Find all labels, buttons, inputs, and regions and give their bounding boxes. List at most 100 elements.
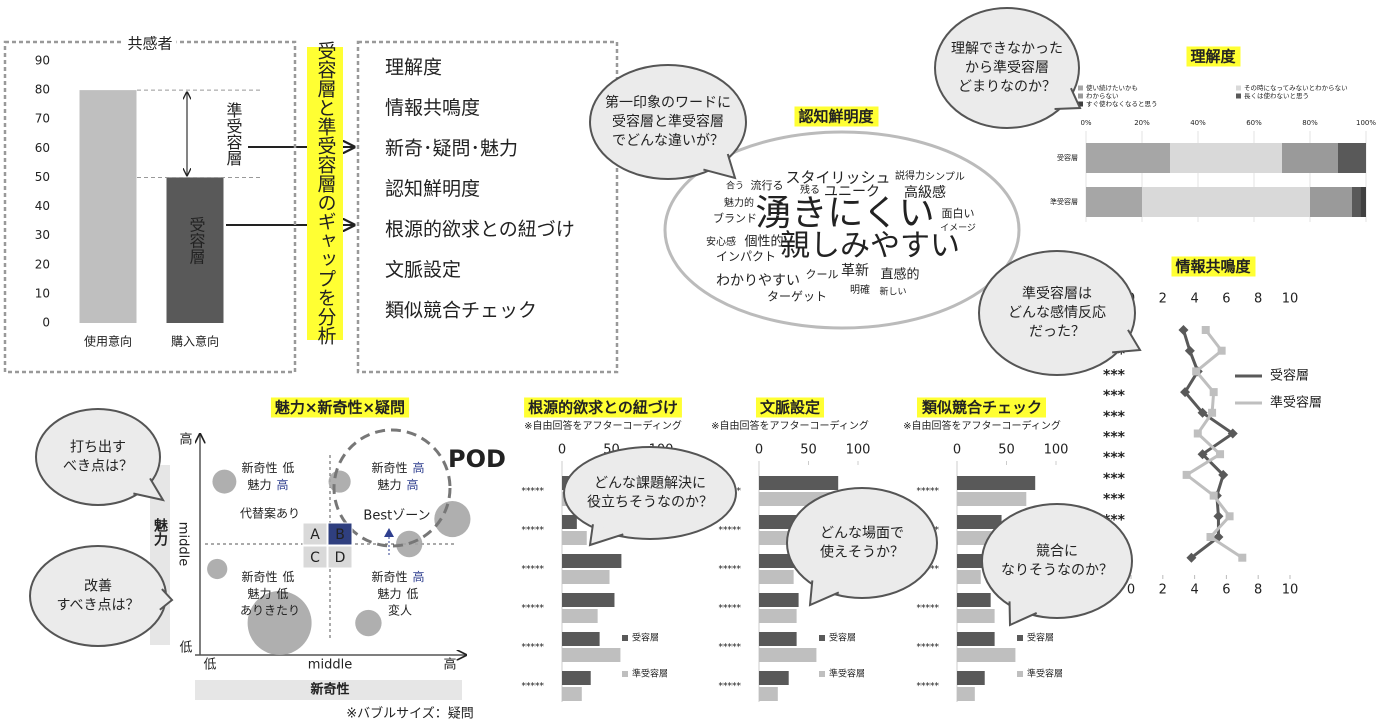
bar [759,632,797,646]
speech-tail [133,477,166,502]
bar-segment [1086,143,1170,173]
point [1209,491,1218,500]
legend-label: 受容層 [1270,368,1309,384]
y-tick-label: ***** [719,526,742,536]
bar [957,476,1036,490]
y-tick-label: ***** [522,682,545,692]
annotation: 準受容層 [224,102,243,166]
bar [562,671,591,685]
speech-text: 第一印象のワードに [605,94,731,111]
point [1209,388,1218,397]
panel-frame [3,40,297,374]
speech-bubble [29,545,167,647]
speech-text: どんな課題解決に [594,476,706,492]
cloud-word: インパクト [716,250,776,264]
x-tick-label: 60% [1246,119,1262,127]
y-tick-label: ***** [917,682,940,692]
subtitle: ※自由回答をアフターコーディング [903,419,1061,432]
quadrant-label: 新奇性低 [241,460,294,475]
point [1213,511,1224,522]
y-tick-label: 10 [35,286,50,300]
y-tick-label: ***** [522,526,545,536]
best-zone-label: Bestゾーン [363,509,430,524]
bar [957,570,981,584]
cloud-word: 説得力 [895,169,925,182]
analysis-list: 理解度情報共鳴度新奇･疑問･魅力認知鮮明度根源的欲求との紐づけ文脈設定類似競合チ… [385,57,575,322]
chart-title: 類似競合チェック [921,399,1042,417]
point [1197,449,1208,460]
y-tick-label: *** [1103,492,1126,508]
x-axis-title: 新奇性 [310,682,349,698]
quadrant-axis: 新奇性 [371,460,407,475]
gap-label: 受容層と準受容層のギャップを分析 [315,41,337,345]
cloud-word: イメージ [940,224,976,234]
x-tick-label: 低 [203,658,216,673]
list-item: 根源的欲求との紐づけ [385,219,575,241]
y-tick-label: ***** [522,604,545,614]
cloud-frame [663,130,1021,330]
bar [957,593,991,607]
legend-swatch [1236,85,1241,91]
legend-label: 受容層 [829,632,856,644]
speech-tail [1112,329,1142,354]
y-tick-label: 70 [35,112,50,126]
bar [957,687,975,701]
list-item: 文脈設定 [385,259,461,281]
cloud-word: 革新 [841,263,869,279]
x-tick-label: 100 [1044,443,1069,458]
bubble [434,500,471,538]
zone [302,545,328,569]
point [1186,552,1197,563]
quadrant-level: 低 [283,461,295,475]
speech-text: 準受容層は [1022,285,1092,302]
cloud-word: ブランド [713,211,757,225]
bar [759,570,794,584]
list-item: 新奇･疑問･魅力 [385,138,518,160]
zone [327,545,353,569]
y-tick-label: 低 [179,641,192,656]
speech-tail [703,153,737,180]
y-tick-label: *** [1103,388,1126,404]
quadrant-axis: 魅力 [247,477,271,492]
bar-segment [1352,187,1361,217]
title-background [123,33,177,54]
best-zone-arrowhead [384,528,394,537]
note: ※バブルサイズ：疑問 [346,706,474,721]
bar [957,632,995,646]
point [1182,470,1191,479]
legend-swatch [819,671,825,677]
x-tick-label: 2 [1159,292,1167,307]
y-tick-label: 50 [35,170,50,184]
speech-bubble [934,7,1080,129]
y-tick-label: 40 [35,199,50,213]
chart-title: 文脈設定 [760,399,820,417]
x-tick-label: 80% [1302,119,1318,127]
y-tick-label: *** [1103,450,1126,466]
legend-swatch [1017,635,1023,641]
quadrant-axis: 新奇性 [371,569,407,584]
cloud-word: 直感的 [880,267,919,283]
point [1238,553,1247,562]
list-frame [356,40,619,374]
bubble [207,558,228,580]
point [1206,533,1215,541]
legend-label: すぐ使わなくなると思う [1086,99,1158,108]
speech-text: どんな場面で [820,526,904,542]
gap-label-background [307,47,343,340]
quadrant-level: 高 [413,460,425,475]
y-tick-label: *** [1103,471,1126,487]
x-tick-label: 高 [443,657,456,673]
bar-segment [1170,143,1282,173]
cloud-word: 新しい [879,286,906,298]
point [1216,450,1225,459]
legend-label: 長くは使わないと思う [1244,91,1309,100]
speech-bubble [35,408,161,506]
quadrant-level: 低 [407,587,419,601]
y-tick-label: ***** [719,604,742,614]
y-tick-label: 準受容層 [1050,197,1078,206]
cloud-word: 面白い [942,206,975,220]
bubble [328,470,351,493]
cloud-word: 魅力的 [724,196,754,209]
zone-label: A [310,527,320,543]
